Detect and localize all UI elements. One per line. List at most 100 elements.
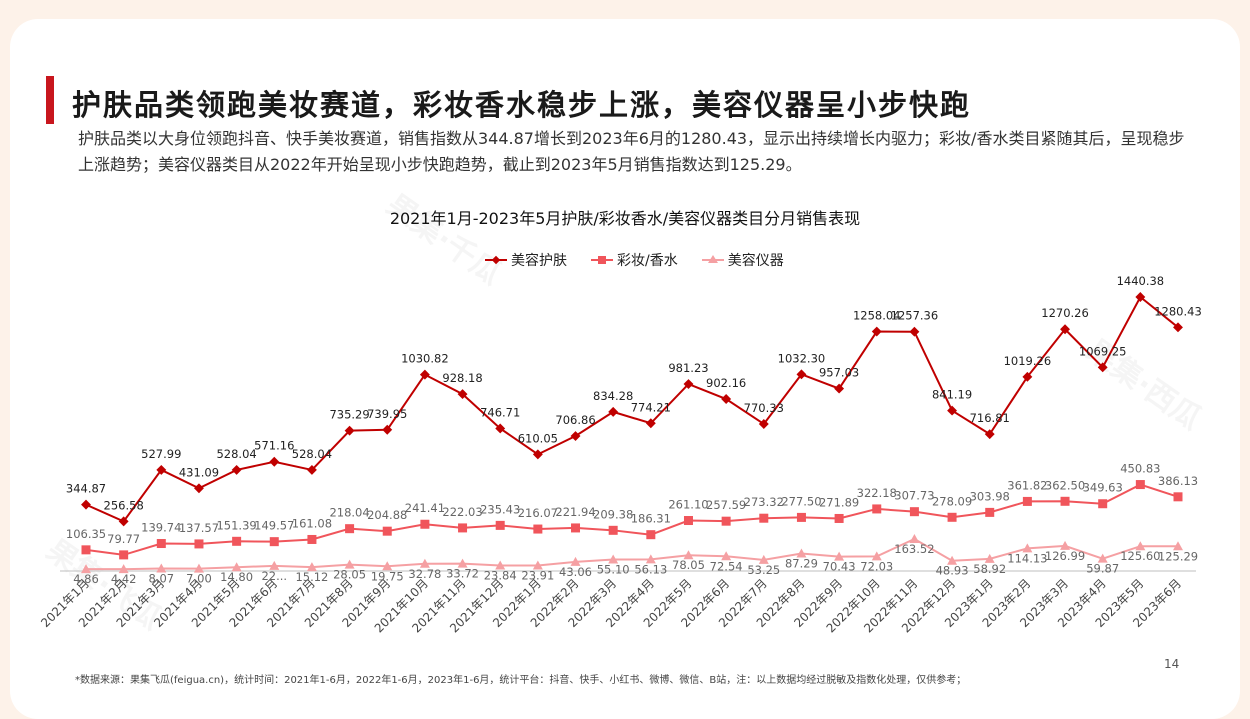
data-point [796,512,806,522]
data-label: 322.18 [857,486,897,500]
data-label: 151.39 [216,518,256,532]
data-point [608,554,619,564]
data-label: 273.32 [744,495,784,509]
data-point [382,526,392,536]
legend-label: 美容仪器 [727,253,784,269]
data-label: 307.73 [894,489,934,503]
data-label: 261.10 [668,498,708,512]
legend-label: 美容护肤 [511,253,567,269]
data-point [194,539,204,549]
data-label: 221.94 [555,505,595,519]
data-point [1097,553,1108,563]
data-label: 28.05 [333,568,366,582]
data-point [1022,543,1033,553]
data-label: 841.19 [932,388,972,402]
data-point [721,516,731,526]
data-point [382,561,393,571]
data-point [570,431,581,441]
data-label: 22... [261,569,287,583]
data-label: 14.80 [220,570,253,584]
page-number: 14 [1164,657,1180,671]
data-point [871,326,882,337]
data-label: 361.82 [1007,478,1047,492]
data-point [909,534,920,544]
data-label: 834.28 [593,389,633,403]
data-label: 271.89 [819,495,859,509]
data-point [645,418,656,429]
data-point [457,389,468,400]
data-point [119,550,129,560]
data-label: 70.43 [823,560,856,574]
data-point [796,548,807,558]
data-label: 746.71 [480,405,520,419]
data-point [81,564,91,574]
data-label: 55.10 [597,563,630,577]
data-point [495,423,506,434]
legend-marker-diamond-icon [485,254,507,266]
data-point [307,534,317,544]
data-label: 716.81 [970,411,1010,425]
slide-card [10,19,1240,719]
data-label: 4.86 [73,572,99,586]
line-chart: 2021年1月2021年2月2021年3月2021年4月2021年5月2021年… [38,274,1202,635]
data-label: 139.74 [141,521,181,535]
data-point [495,560,506,570]
data-point [984,429,995,440]
data-label: 125.29 [1158,549,1198,563]
legend-item-makeup: 彩妆/香水 [591,250,678,270]
data-point [81,545,91,555]
data-point [118,564,129,574]
data-point [985,507,995,517]
data-label: 19.75 [371,569,404,583]
data-point [1173,322,1183,333]
data-point [758,419,769,429]
data-point [495,520,505,530]
legend-item-beauty-device: 美容仪器 [701,250,784,270]
data-label: 33.72 [446,567,479,581]
data-point [721,394,732,404]
legend-label: 彩妆/香水 [617,253,678,269]
data-label: 241.41 [405,501,445,515]
data-point [834,551,845,561]
data-label: 216.07 [518,506,558,520]
data-label: 32.78 [408,567,441,581]
data-label: 362.50 [1045,478,1085,492]
data-point [984,553,995,563]
legend-marker-triangle-icon [701,254,724,266]
data-label: 186.31 [631,512,671,526]
data-label: 7.00 [186,572,212,586]
data-label: 209.38 [593,507,633,521]
data-label: 770.33 [744,401,784,415]
data-label: 1258.04 [853,309,901,323]
series-line [85,295,1179,523]
data-label: 706.86 [555,413,595,427]
data-label: 981.23 [668,361,708,375]
data-point [571,523,581,533]
data-point [1060,324,1070,335]
data-label: 218.04 [329,506,369,520]
chart-legend: 美容护肤 彩妆/香水 美容仪器 [485,250,784,270]
data-label: 349.63 [1083,481,1123,495]
data-point [909,507,919,517]
data-point [947,555,958,565]
data-point [1135,541,1146,551]
data-label: 23.84 [484,568,517,582]
series-line [85,483,1179,556]
data-label: 58.92 [973,562,1006,576]
data-label: 79.77 [107,532,140,546]
data-point [1173,492,1183,502]
data-point [683,379,694,389]
title-accent-bar [46,76,54,124]
data-label: 386.13 [1158,474,1198,488]
data-label: 431.09 [179,465,219,479]
data-point [532,449,543,460]
data-point [646,530,656,540]
data-point [796,369,807,380]
data-label: 56.13 [634,562,667,576]
data-point [269,537,279,547]
data-point [608,525,618,535]
data-point [344,425,355,436]
data-point [683,516,693,526]
data-label: 277.50 [781,494,821,508]
data-label: 4.42 [111,572,137,586]
